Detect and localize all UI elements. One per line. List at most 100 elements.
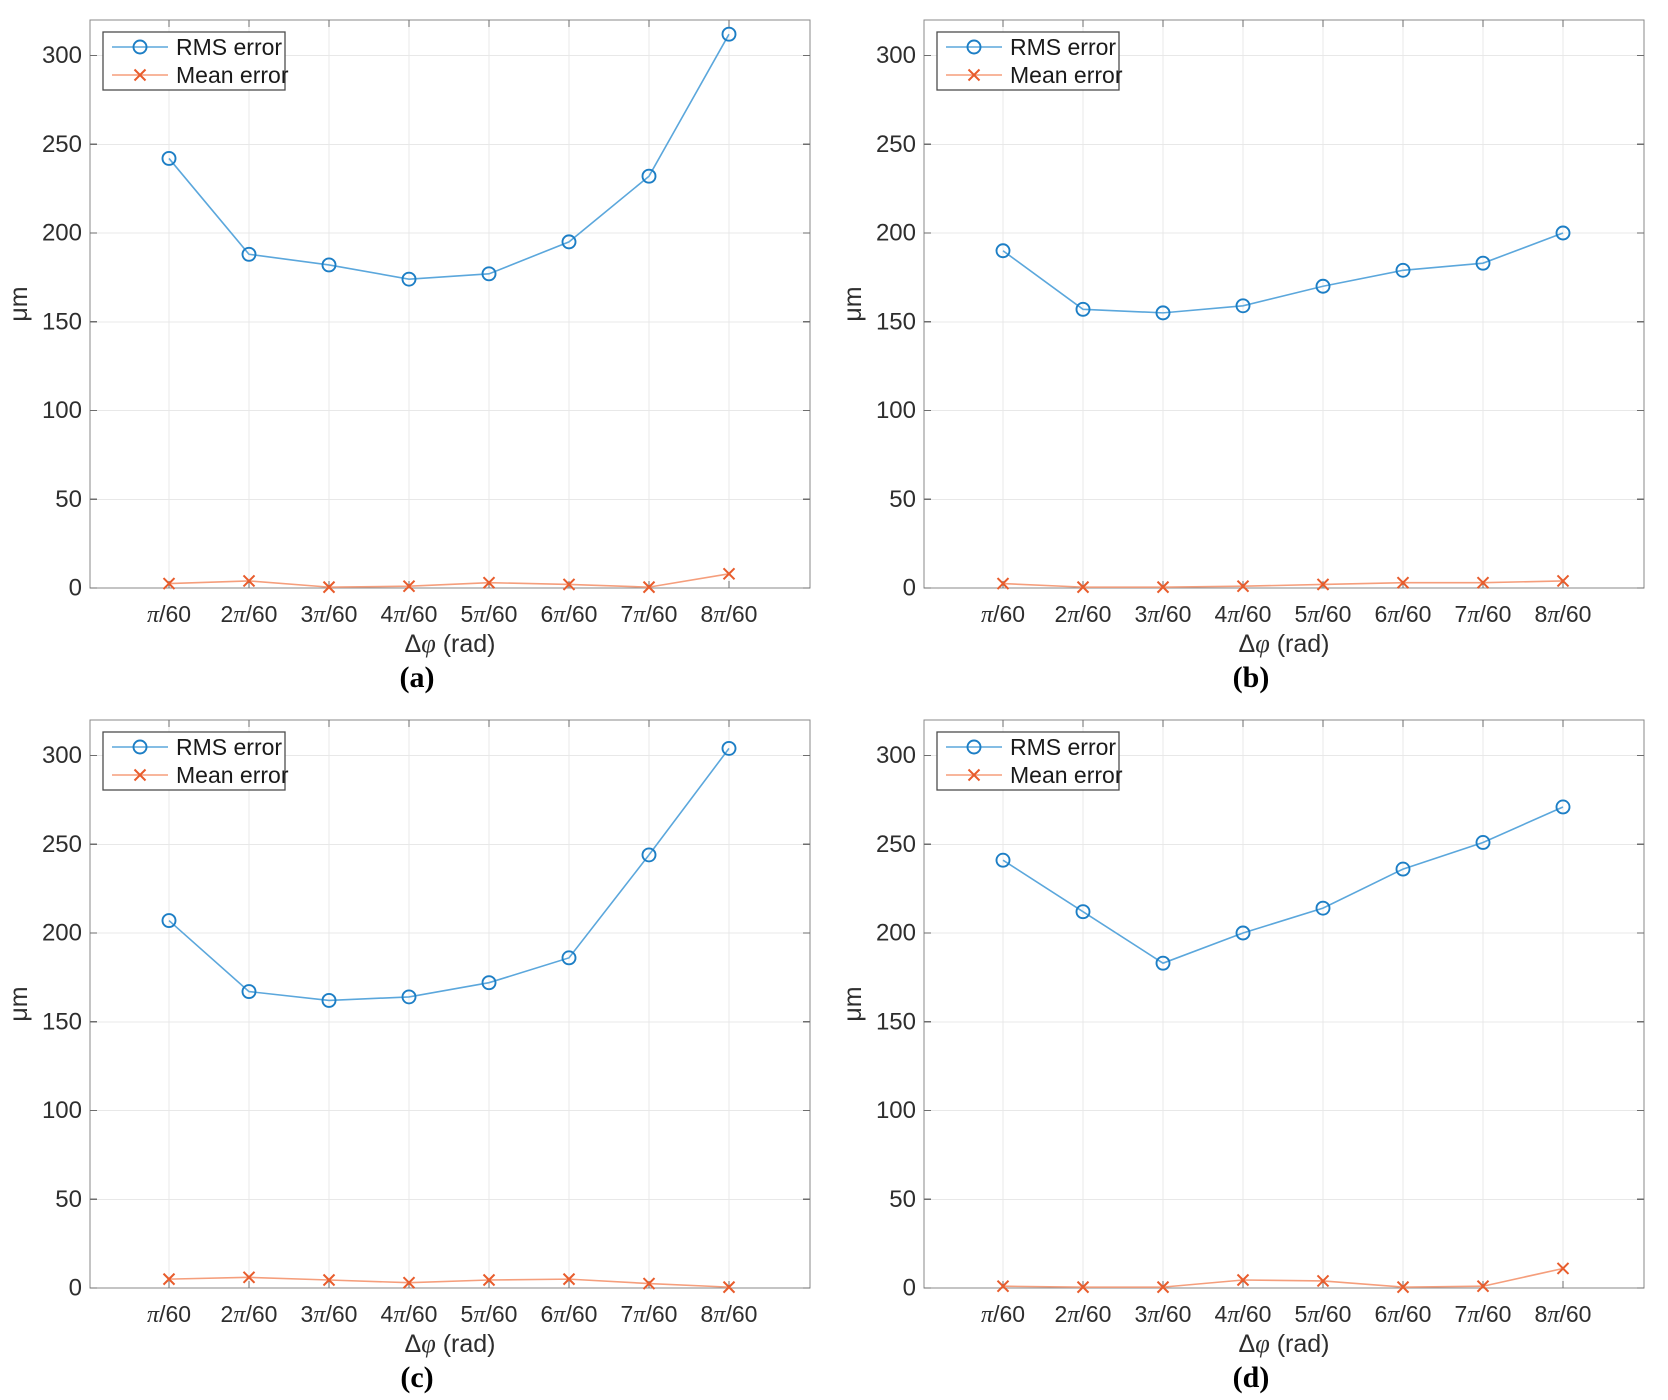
y-tick-label: 50 xyxy=(55,1186,82,1213)
series-line xyxy=(1002,1267,1564,1288)
mean-point-marker xyxy=(322,580,336,594)
x-axis-label: Δφ (rad) xyxy=(405,629,496,658)
x-tick-label: 7π/60 xyxy=(1455,601,1512,628)
x-tick-label: 4π/60 xyxy=(381,1301,438,1328)
axes-box xyxy=(923,719,1645,1289)
y-tick-label: 250 xyxy=(42,831,82,858)
rms-point-marker xyxy=(481,266,497,282)
mean-point-marker xyxy=(162,577,176,590)
mean-point-marker xyxy=(996,1280,1010,1293)
gridlines xyxy=(90,20,810,588)
x-tick-label: 8π/60 xyxy=(701,601,758,628)
chart-background xyxy=(0,0,834,660)
x-tick-labels: π/60 2π/60 3π/60 4π/60 5π/60 6π/60 7π/60 8π/60 xyxy=(981,1301,1591,1328)
x-tick-label: 3π/60 xyxy=(1135,1301,1192,1328)
axes-box xyxy=(89,19,811,589)
legend-label: Mean error xyxy=(1010,762,1123,788)
chart-d: 0 50 100 150 200 250 300 π/60 2π/60 3π/60 4π/60 5π/… xyxy=(834,700,1668,1360)
y-tick-label: 0 xyxy=(903,575,916,602)
rms-point-marker xyxy=(641,847,657,863)
rms-error-series xyxy=(161,26,737,287)
mean-point-marker xyxy=(482,576,496,589)
mean-point-marker xyxy=(402,580,416,593)
y-tick-label: 300 xyxy=(42,742,82,769)
rms-point-marker xyxy=(1075,904,1091,920)
y-tick-label: 200 xyxy=(42,220,82,247)
y-tick-label: 300 xyxy=(42,42,82,69)
y-tick-label: 50 xyxy=(55,486,82,513)
x-tick-label: 6π/60 xyxy=(541,1301,598,1328)
mean-error-series xyxy=(162,1271,736,1294)
series-line xyxy=(168,33,730,280)
rms-point-marker xyxy=(132,39,148,55)
legend-label: RMS error xyxy=(1010,734,1116,760)
panel-c: 0 50 100 150 200 250 300 π/60 2π/60 3π/60 4π/60 5π/… xyxy=(0,700,834,1400)
x-tick-label: π/60 xyxy=(147,1301,191,1328)
legend-label: RMS error xyxy=(1010,34,1116,60)
rms-point-marker xyxy=(721,26,737,42)
y-tick-label: 200 xyxy=(876,920,916,947)
mean-point-marker xyxy=(1476,1280,1490,1293)
rms-point-marker xyxy=(1475,835,1491,850)
rms-point-marker xyxy=(1555,225,1571,241)
mean-point-marker xyxy=(242,1271,256,1284)
x-tick-label: 4π/60 xyxy=(381,601,438,628)
mean-error-series xyxy=(996,574,1570,594)
x-tick-labels: π/60 2π/60 3π/60 4π/60 5π/60 6π/60 7π/60 8π/60 xyxy=(147,601,757,628)
chart-background xyxy=(834,0,1668,660)
x-tick-label: 6π/60 xyxy=(1375,601,1432,628)
mean-point-marker xyxy=(1076,580,1090,594)
rms-error-series xyxy=(161,740,737,1008)
y-tick-label: 0 xyxy=(69,575,82,602)
y-tick-labels: 0 50 100 150 200 250 300 xyxy=(42,42,82,602)
chart-a: 0 50 100 150 200 250 300 π/60 2π/60 3π/60 4π/60 5π/… xyxy=(0,0,834,660)
y-tick-label: 50 xyxy=(889,486,916,513)
mean-point-marker xyxy=(722,567,736,581)
rms-point-marker xyxy=(966,39,982,55)
mean-point-marker xyxy=(562,578,576,591)
x-tick-label: 3π/60 xyxy=(301,601,358,628)
mean-error-series xyxy=(162,567,736,594)
x-tick-label: 2π/60 xyxy=(1055,601,1112,628)
mean-point-marker xyxy=(1236,1273,1250,1287)
mean-point-marker xyxy=(322,1273,336,1287)
caption-b: (b) xyxy=(1232,661,1270,694)
mean-point-marker xyxy=(402,1276,416,1289)
rms-point-marker xyxy=(995,852,1011,868)
rms-point-marker xyxy=(401,271,417,287)
chart-a-svg: 0 50 100 150 200 250 300 π/60 2π/60 3π/60 4π/60 5π/… xyxy=(0,0,834,660)
mean-point-marker xyxy=(133,768,147,782)
y-tick-label: 200 xyxy=(42,920,82,947)
y-axis-label: μm xyxy=(5,986,33,1021)
mean-point-marker xyxy=(1556,1262,1570,1275)
x-tick-label: 8π/60 xyxy=(1535,1301,1592,1328)
y-tick-label: 150 xyxy=(42,1008,82,1035)
y-tick-label: 300 xyxy=(876,742,916,769)
y-tick-label: 100 xyxy=(876,397,916,424)
mean-point-marker xyxy=(242,574,256,588)
mean-error-series xyxy=(996,1262,1570,1294)
tick-marks xyxy=(924,20,1644,589)
rms-point-marker xyxy=(1235,925,1251,941)
x-tick-label: 2π/60 xyxy=(221,601,278,628)
y-tick-label: 50 xyxy=(889,1186,916,1213)
y-tick-label: 300 xyxy=(876,42,916,69)
x-tick-label: 6π/60 xyxy=(541,601,598,628)
chart-background xyxy=(0,700,834,1360)
y-tick-label: 250 xyxy=(876,131,916,158)
mean-point-marker xyxy=(967,768,981,782)
y-tick-label: 150 xyxy=(876,1008,916,1035)
mean-point-marker xyxy=(1476,576,1490,589)
x-tick-label: 8π/60 xyxy=(1535,601,1592,628)
y-tick-labels: 0 50 100 150 200 250 300 xyxy=(876,42,916,602)
x-tick-label: 4π/60 xyxy=(1215,1301,1272,1328)
mean-point-marker xyxy=(1396,576,1410,589)
legend-box xyxy=(102,31,286,91)
panel-d: 0 50 100 150 200 250 300 π/60 2π/60 3π/60 4π/60 5π/… xyxy=(834,700,1668,1400)
mean-point-marker xyxy=(642,1277,656,1290)
series-line xyxy=(1002,806,1564,965)
x-tick-labels: π/60 2π/60 3π/60 4π/60 5π/60 6π/60 7π/60 8π/60 xyxy=(147,1301,757,1328)
